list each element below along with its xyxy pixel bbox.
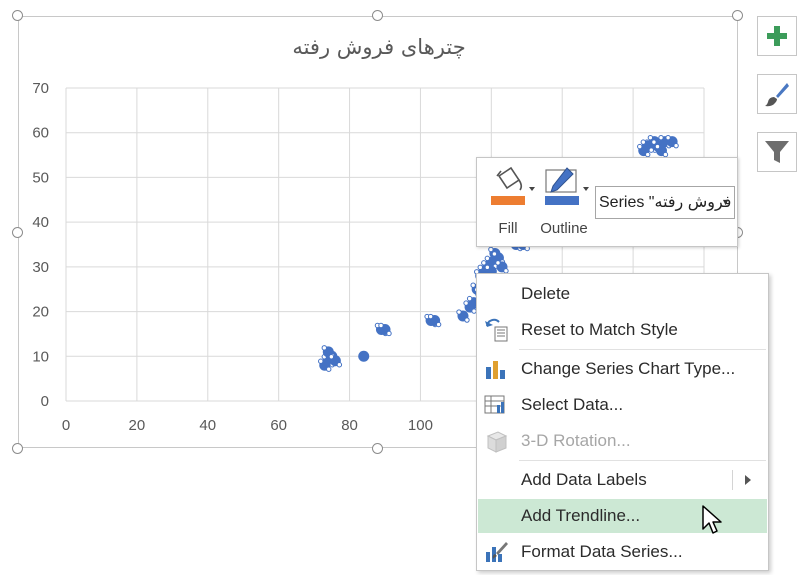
- outline-label: Outline: [540, 220, 588, 237]
- menu-item-label: Add Trendline...: [521, 506, 641, 525]
- resize-handle-middle-left[interactable]: [12, 227, 23, 238]
- point-selection-marker: [463, 300, 469, 306]
- point-selection-marker: [328, 354, 335, 360]
- y-tick-label: 20: [32, 304, 49, 321]
- chart-elements-button[interactable]: [757, 16, 797, 56]
- resize-handle-top-middle[interactable]: [372, 10, 383, 21]
- series-select-dropdown[interactable]: Series "چترهای فروش رفته" ▼: [595, 186, 735, 219]
- point-selection-marker: [435, 321, 442, 328]
- x-tick-label: 60: [270, 417, 287, 434]
- select-data-icon: [484, 395, 505, 414]
- point-selection-marker: [456, 309, 462, 315]
- menu-item-select-data[interactable]: Select Data...: [478, 388, 767, 422]
- point-selection-marker: [477, 264, 483, 271]
- point-selection-marker: [648, 147, 654, 153]
- point-selection-marker: [386, 330, 392, 337]
- point-selection-marker: [326, 366, 332, 372]
- point-selection-marker: [658, 134, 664, 141]
- point-selection-marker: [464, 317, 470, 323]
- mouse-cursor-icon: [702, 505, 722, 534]
- point-selection-marker: [378, 322, 384, 329]
- chart-title[interactable]: چترهای فروش رفته: [292, 35, 465, 59]
- y-tick-label: 10: [32, 348, 49, 365]
- outline-button[interactable]: Outline: [537, 164, 591, 242]
- x-tick-label: 0: [62, 417, 70, 434]
- point-selection-marker: [640, 139, 646, 145]
- x-tick-label: 80: [341, 417, 358, 434]
- rotation-3d-icon: [486, 431, 508, 453]
- mini-format-toolbar: Fill Outline Series "چترهای فروش رفته" ▼: [476, 157, 738, 247]
- y-tick-label: 50: [32, 169, 49, 186]
- x-tick-label: 40: [199, 417, 216, 434]
- outline-color-swatch: [545, 196, 579, 205]
- resize-handle-top-right[interactable]: [732, 10, 743, 21]
- menu-item-label: 3-D Rotation...: [521, 431, 631, 450]
- menu-item-label: Select Data...: [521, 395, 624, 414]
- menu-item-label: Delete: [521, 284, 571, 303]
- menu-item-reset-style[interactable]: Reset to Match Style: [478, 313, 767, 347]
- point-selection-marker: [488, 246, 494, 253]
- y-tick-label: 60: [32, 125, 49, 142]
- submenu-divider: [732, 470, 733, 490]
- point-selection-marker: [466, 295, 473, 302]
- point-selection-marker: [637, 143, 643, 150]
- chart-styles-button[interactable]: [757, 74, 797, 114]
- point-selection-marker: [495, 260, 501, 266]
- point-selection-marker: [647, 134, 654, 141]
- resize-handle-top-left[interactable]: [12, 10, 23, 21]
- paintbrush-icon: [765, 83, 789, 107]
- menu-separator: [519, 460, 766, 461]
- point-selection-marker: [651, 139, 657, 145]
- pen-outline-icon: [545, 167, 589, 205]
- context-menu: Delete Reset to Match Style Change Serie…: [476, 273, 769, 571]
- data-point: [358, 350, 370, 362]
- menu-item-label: Add Data Labels: [521, 470, 647, 489]
- menu-item-format-data-series[interactable]: Format Data Series...: [478, 535, 767, 569]
- point-selection-marker: [645, 151, 651, 158]
- point-selection-marker: [491, 251, 498, 257]
- menu-item-change-chart-type[interactable]: Change Series Chart Type...: [478, 352, 767, 386]
- point-selection-marker: [484, 255, 491, 262]
- fill-label: Fill: [498, 220, 518, 237]
- paint-bucket-icon: [491, 166, 535, 205]
- point-selection-marker: [654, 143, 661, 150]
- point-selection-marker: [336, 362, 343, 368]
- menu-item-add-trendline[interactable]: Add Trendline...: [478, 499, 767, 533]
- reset-style-icon: [485, 318, 508, 342]
- point-selection-marker: [481, 260, 487, 266]
- y-tick-label: 70: [32, 80, 49, 97]
- point-selection-marker: [662, 151, 669, 158]
- point-selection-marker: [321, 345, 327, 351]
- resize-handle-bottom-left[interactable]: [12, 443, 23, 454]
- fill-color-swatch: [491, 196, 525, 205]
- chevron-right-icon[interactable]: [745, 475, 751, 485]
- point-selection-marker: [673, 142, 679, 149]
- menu-item-label: Change Series Chart Type...: [521, 359, 736, 378]
- funnel-icon: [765, 141, 789, 163]
- fill-button[interactable]: Fill: [481, 164, 535, 242]
- menu-item-label: Reset to Match Style: [521, 320, 678, 339]
- point-selection-marker: [318, 358, 324, 364]
- menu-item-3d-rotation: 3-D Rotation...: [478, 424, 767, 458]
- y-tick-label: 40: [32, 214, 49, 231]
- chevron-down-icon: ▼: [721, 197, 730, 207]
- menu-item-delete[interactable]: Delete: [478, 277, 767, 311]
- resize-handle-bottom-middle[interactable]: [372, 443, 383, 454]
- chart-type-icon: [486, 361, 505, 379]
- y-tick-label: 0: [41, 393, 49, 410]
- point-selection-marker: [665, 134, 671, 141]
- menu-separator: [519, 349, 766, 350]
- format-series-icon: [486, 542, 508, 562]
- menu-item-add-data-labels[interactable]: Add Data Labels: [478, 463, 767, 497]
- plus-icon: [767, 26, 787, 46]
- point-selection-marker: [470, 282, 476, 288]
- point-selection-marker: [427, 313, 434, 320]
- y-tick-label: 30: [32, 259, 49, 276]
- x-tick-label: 100: [408, 417, 433, 434]
- chart-filters-button[interactable]: [757, 132, 797, 172]
- series-select-value: Series "چترهای فروش رفته": [599, 194, 734, 211]
- point-selection-marker: [484, 264, 491, 271]
- menu-item-label: Format Data Series...: [521, 542, 683, 561]
- x-tick-label: 20: [129, 417, 146, 434]
